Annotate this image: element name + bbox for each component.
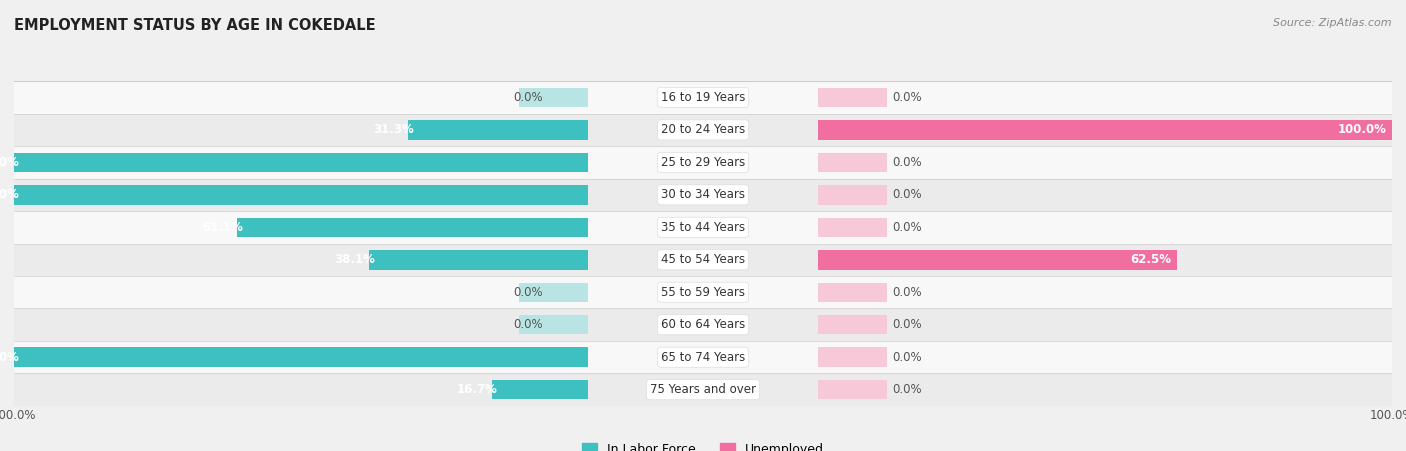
Text: 100.0%: 100.0% [0, 189, 20, 201]
Text: 62.5%: 62.5% [1130, 253, 1171, 266]
Bar [519, 282, 588, 302]
Bar [519, 250, 588, 270]
Text: 55 to 59 Years: 55 to 59 Years [661, 286, 745, 299]
Bar [818, 146, 1392, 179]
Bar [14, 185, 588, 205]
Text: 0.0%: 0.0% [893, 383, 922, 396]
Bar [818, 211, 1392, 244]
Bar [519, 87, 588, 107]
Text: 100.0%: 100.0% [1337, 124, 1386, 136]
Bar [818, 87, 887, 107]
Bar [588, 211, 818, 244]
Bar [519, 152, 588, 172]
Bar [519, 347, 588, 367]
Bar [818, 341, 1392, 373]
Bar [588, 114, 818, 146]
Text: 61.1%: 61.1% [202, 221, 243, 234]
Bar [588, 276, 818, 308]
Bar [519, 315, 588, 335]
Bar [492, 380, 588, 400]
Bar [14, 347, 588, 367]
Text: 16 to 19 Years: 16 to 19 Years [661, 91, 745, 104]
Text: 0.0%: 0.0% [893, 221, 922, 234]
Text: EMPLOYMENT STATUS BY AGE IN COKEDALE: EMPLOYMENT STATUS BY AGE IN COKEDALE [14, 18, 375, 33]
Text: 75 Years and over: 75 Years and over [650, 383, 756, 396]
Bar [588, 373, 818, 406]
Bar [818, 373, 1392, 406]
Text: 100.0%: 100.0% [0, 351, 20, 364]
Bar [588, 81, 818, 114]
Bar [14, 152, 588, 172]
Bar [519, 120, 588, 140]
Bar [818, 308, 1392, 341]
Bar [818, 114, 1392, 146]
Text: Source: ZipAtlas.com: Source: ZipAtlas.com [1274, 18, 1392, 28]
Text: 0.0%: 0.0% [893, 91, 922, 104]
Bar [818, 347, 887, 367]
Text: 0.0%: 0.0% [513, 286, 543, 299]
Text: 31.3%: 31.3% [374, 124, 415, 136]
Text: 35 to 44 Years: 35 to 44 Years [661, 221, 745, 234]
Bar [818, 244, 1392, 276]
Bar [588, 341, 818, 373]
Bar [14, 211, 588, 244]
Text: 16.7%: 16.7% [457, 383, 498, 396]
Bar [818, 380, 887, 400]
Bar [588, 244, 818, 276]
Text: 65 to 74 Years: 65 to 74 Years [661, 351, 745, 364]
Bar [14, 373, 588, 406]
Bar [818, 250, 1177, 270]
Text: 20 to 24 Years: 20 to 24 Years [661, 124, 745, 136]
Bar [14, 114, 588, 146]
Bar [818, 276, 1392, 308]
Text: 0.0%: 0.0% [893, 286, 922, 299]
Bar [519, 217, 588, 237]
Text: 0.0%: 0.0% [893, 189, 922, 201]
Bar [818, 179, 1392, 211]
Bar [818, 152, 887, 172]
Text: 30 to 34 Years: 30 to 34 Years [661, 189, 745, 201]
Bar [818, 217, 887, 237]
Text: 25 to 29 Years: 25 to 29 Years [661, 156, 745, 169]
Bar [519, 185, 588, 205]
Bar [409, 120, 588, 140]
Bar [14, 179, 588, 211]
Text: 0.0%: 0.0% [893, 156, 922, 169]
Bar [519, 380, 588, 400]
Bar [818, 185, 887, 205]
Text: 38.1%: 38.1% [335, 253, 375, 266]
Bar [818, 120, 887, 140]
Text: 0.0%: 0.0% [513, 318, 543, 331]
Text: 100.0%: 100.0% [0, 156, 20, 169]
Bar [588, 308, 818, 341]
Bar [818, 81, 1392, 114]
Bar [588, 146, 818, 179]
Bar [818, 315, 887, 335]
Bar [14, 276, 588, 308]
Bar [818, 282, 887, 302]
Bar [370, 250, 588, 270]
Bar [14, 146, 588, 179]
Legend: In Labor Force, Unemployed: In Labor Force, Unemployed [576, 438, 830, 451]
Bar [588, 179, 818, 211]
Bar [14, 244, 588, 276]
Text: 0.0%: 0.0% [513, 91, 543, 104]
Bar [14, 81, 588, 114]
Text: 0.0%: 0.0% [893, 318, 922, 331]
Bar [818, 250, 887, 270]
Text: 60 to 64 Years: 60 to 64 Years [661, 318, 745, 331]
Bar [14, 341, 588, 373]
Text: 0.0%: 0.0% [893, 351, 922, 364]
Text: 45 to 54 Years: 45 to 54 Years [661, 253, 745, 266]
Bar [238, 217, 588, 237]
Bar [818, 120, 1392, 140]
Bar [14, 308, 588, 341]
